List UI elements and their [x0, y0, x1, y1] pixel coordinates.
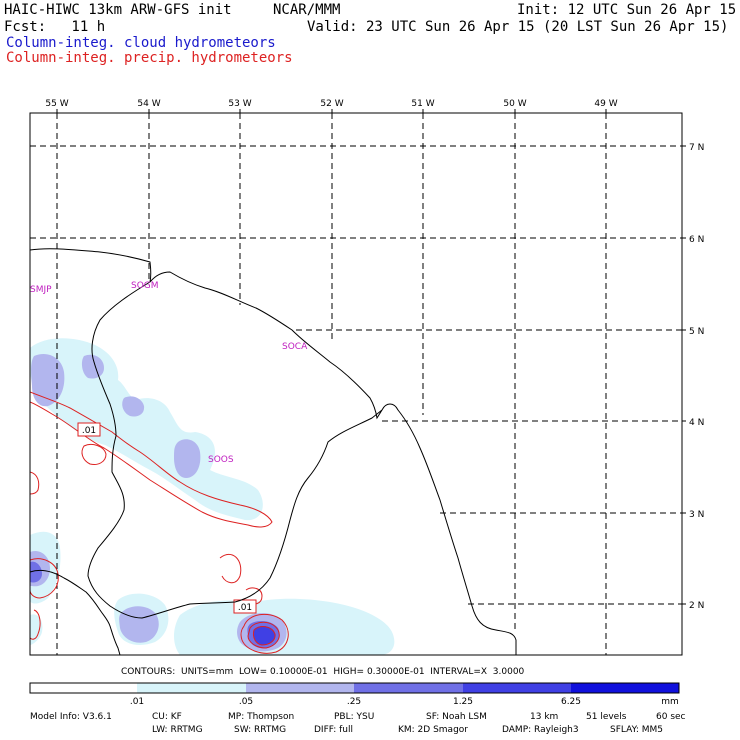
- station-sogm: SOGM: [131, 281, 159, 291]
- valid-time: Valid: 23 UTC Sun 26 Apr 15 (20 LST Sun …: [307, 19, 729, 35]
- lw-scheme: LW: RRTMG: [152, 725, 203, 735]
- lat-label-6n: 6 N: [689, 235, 704, 245]
- lon-label-50w: 50 W: [503, 99, 526, 109]
- diff-scheme: DIFF: full: [314, 725, 354, 735]
- colorbar: [29, 682, 680, 694]
- lon-label-51w: 51 W: [411, 99, 434, 109]
- lon-labels: 55 W 54 W 53 W 52 W 51 W 50 W 49 W: [45, 99, 617, 109]
- plot-frame: [29, 112, 683, 656]
- colorbar-tick-001: .01: [130, 697, 144, 707]
- cu-scheme: CU: KF: [152, 712, 182, 722]
- colorbar-ticks: .01 .05 .25 1.25 6.25 mm: [130, 697, 679, 707]
- colorbar-tick-625: 6.25: [561, 697, 581, 707]
- contour-labels: .01 .01: [82, 426, 252, 613]
- km-scheme: KM: 2D Smagor: [398, 725, 468, 735]
- contour-label-2: .01: [238, 603, 252, 613]
- colorbar-tick-125: 1.25: [453, 697, 473, 707]
- plot-title: HAIC-HIWC 13km ARW-GFS init: [4, 2, 232, 18]
- colorbar-tick-005: .05: [239, 697, 253, 707]
- station-soca: SOCA: [282, 342, 308, 352]
- precip-contours: [30, 391, 289, 654]
- station-smjp: SMJP: [30, 285, 52, 295]
- lat-label-7n: 7 N: [689, 143, 704, 153]
- lon-label-53w: 53 W: [228, 99, 251, 109]
- lat-labels: 7 N 6 N 5 N 4 N 3 N 2 N: [689, 143, 704, 611]
- sw-scheme: SW: RRTMG: [234, 725, 287, 735]
- lat-label-3n: 3 N: [689, 510, 704, 520]
- station-soos: SOOS: [208, 455, 234, 465]
- lon-label-54w: 54 W: [137, 99, 160, 109]
- resolution: 13 km: [530, 712, 559, 722]
- lat-label-4n: 4 N: [689, 418, 704, 428]
- forecast-hour: Fcst: 11 h: [4, 19, 106, 35]
- levels: 51 levels: [586, 712, 627, 722]
- colorbar-units: mm: [661, 697, 679, 707]
- lat-label-5n: 5 N: [689, 327, 704, 337]
- lon-label-55w: 55 W: [45, 99, 68, 109]
- init-time: Init: 12 UTC Sun 26 Apr 15: [517, 2, 737, 18]
- colorbar-tick-025: .25: [347, 697, 361, 707]
- lon-label-49w: 49 W: [594, 99, 617, 109]
- pbl-scheme: PBL: YSU: [334, 712, 375, 722]
- lat-label-2n: 2 N: [689, 601, 704, 611]
- contour-label-1: .01: [82, 426, 96, 436]
- lon-label-52w: 52 W: [320, 99, 343, 109]
- mp-scheme: MP: Thompson: [228, 712, 295, 722]
- lat-lon-grid: [30, 113, 682, 655]
- hydrometeor-fill: [30, 338, 395, 655]
- contour-label-boxes: [77, 422, 257, 614]
- sf-scheme: SF: Noah LSM: [426, 712, 487, 722]
- timestep: 60 sec: [656, 712, 686, 722]
- field-cloud-label: Column-integ. cloud hydrometeors: [6, 35, 276, 51]
- contour-info: CONTOURS: UNITS=mm LOW= 0.10000E-01 HIGH…: [121, 667, 525, 677]
- sflay-scheme: SFLAY: MM5: [610, 725, 664, 735]
- damp-scheme: DAMP: Rayleigh3: [502, 725, 579, 735]
- model-version: Model Info: V3.6.1: [30, 712, 112, 722]
- coastlines-borders: [29, 248, 517, 656]
- axis-ticks: [56, 109, 686, 605]
- station-labels: SMJP SOGM SOCA SOOS: [30, 281, 308, 465]
- field-precip-label: Column-integ. precip. hydrometeors: [6, 50, 293, 66]
- institution-label: NCAR/MMM: [273, 2, 341, 18]
